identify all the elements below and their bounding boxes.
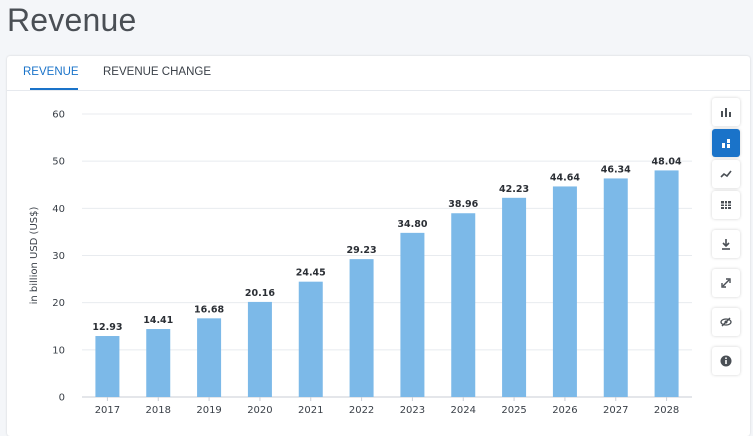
bar-2026[interactable] bbox=[552, 186, 577, 397]
trend-line-button[interactable] bbox=[712, 160, 740, 188]
y-tick-label: 10 bbox=[52, 345, 65, 356]
x-tick-label: 2023 bbox=[400, 405, 425, 416]
download-button[interactable] bbox=[712, 230, 740, 258]
x-tick-label: 2027 bbox=[603, 405, 628, 416]
x-axis-ticks: 2017 2018 2019 2020 2021 2022 2023 2024 2025 2026… bbox=[95, 397, 679, 416]
download-icon bbox=[722, 239, 730, 250]
y-axis-title: in billion USD (US$) bbox=[29, 207, 40, 305]
data-labels: 12.93 14.41 16.68 20.16 24.45 29.23 34.80 38.96… bbox=[92, 156, 682, 333]
data-label-2018: 14.41 bbox=[143, 315, 173, 326]
hide-icon bbox=[720, 317, 732, 327]
data-label-2026: 44.64 bbox=[550, 172, 580, 183]
data-label-2017: 12.93 bbox=[92, 322, 122, 333]
bar-chart-button[interactable] bbox=[712, 98, 740, 126]
bar-2018[interactable] bbox=[146, 329, 171, 397]
bar-2017[interactable] bbox=[95, 336, 120, 397]
x-tick-label: 2020 bbox=[247, 405, 272, 416]
data-label-2025: 42.23 bbox=[499, 184, 529, 195]
x-tick-label: 2017 bbox=[95, 405, 120, 416]
y-tick-label: 40 bbox=[52, 204, 65, 215]
x-tick-label: 2018 bbox=[146, 405, 171, 416]
bar-2022[interactable] bbox=[349, 259, 374, 397]
tab-revenue-change[interactable]: REVENUE CHANGE bbox=[103, 66, 211, 78]
y-tick-label: 50 bbox=[52, 157, 65, 168]
expand-button[interactable] bbox=[712, 269, 740, 297]
data-label-2022: 29.23 bbox=[347, 245, 377, 256]
data-label-2019: 16.68 bbox=[194, 304, 224, 315]
y-tick-label: 60 bbox=[52, 110, 65, 121]
hide-button[interactable] bbox=[712, 308, 740, 336]
bar-2020[interactable] bbox=[247, 301, 272, 397]
stacked-bar-button[interactable] bbox=[712, 129, 740, 157]
data-label-2024: 38.96 bbox=[448, 199, 478, 210]
bar-2024[interactable] bbox=[451, 213, 476, 397]
active-tab-underline bbox=[30, 88, 78, 90]
bar-2027[interactable] bbox=[603, 178, 628, 397]
bar-2028[interactable] bbox=[654, 170, 679, 397]
x-tick-label: 2028 bbox=[654, 405, 679, 416]
table-grid-icon bbox=[721, 201, 731, 209]
bar-2021[interactable] bbox=[298, 281, 323, 397]
data-label-2027: 46.34 bbox=[601, 164, 631, 175]
gridlines bbox=[82, 113, 692, 398]
x-tick-label: 2025 bbox=[501, 405, 526, 416]
expand-icon bbox=[721, 278, 731, 288]
bar-chart-icon bbox=[721, 108, 731, 117]
info-button[interactable] bbox=[712, 347, 740, 375]
y-tick-label: 0 bbox=[59, 393, 65, 404]
table-grid-button[interactable] bbox=[712, 191, 740, 219]
y-tick-label: 30 bbox=[52, 251, 65, 262]
data-label-2020: 20.16 bbox=[245, 288, 275, 299]
info-icon bbox=[720, 355, 732, 367]
bar-2025[interactable] bbox=[502, 197, 527, 397]
tab-bar: REVENUE REVENUE CHANGE bbox=[7, 56, 750, 91]
x-tick-label: 2019 bbox=[196, 405, 221, 416]
x-tick-label: 2021 bbox=[298, 405, 323, 416]
x-tick-label: 2024 bbox=[451, 405, 476, 416]
bar-2019[interactable] bbox=[197, 318, 222, 397]
page-title: Revenue bbox=[7, 2, 137, 38]
data-label-2023: 34.80 bbox=[397, 219, 427, 230]
y-axis-ticks: 0 10 20 30 40 50 60 bbox=[52, 110, 65, 404]
chart-card: REVENUE REVENUE CHANGE 0 10 20 30 40 50 60 12.… bbox=[7, 56, 750, 436]
bars bbox=[95, 170, 679, 397]
tab-revenue[interactable]: REVENUE bbox=[23, 66, 79, 78]
x-tick-label: 2026 bbox=[552, 405, 577, 416]
bar-2023[interactable] bbox=[400, 232, 425, 397]
stacked-bar-icon bbox=[722, 139, 730, 148]
data-label-2021: 24.45 bbox=[296, 268, 326, 279]
bar-chart: 0 10 20 30 40 50 60 12.93 14.41 16.68 20.16 24.45 2… bbox=[29, 110, 692, 416]
y-tick-label: 20 bbox=[52, 298, 65, 309]
trend-line-icon bbox=[720, 170, 732, 178]
x-tick-label: 2022 bbox=[349, 405, 374, 416]
data-label-2028: 48.04 bbox=[652, 156, 682, 167]
